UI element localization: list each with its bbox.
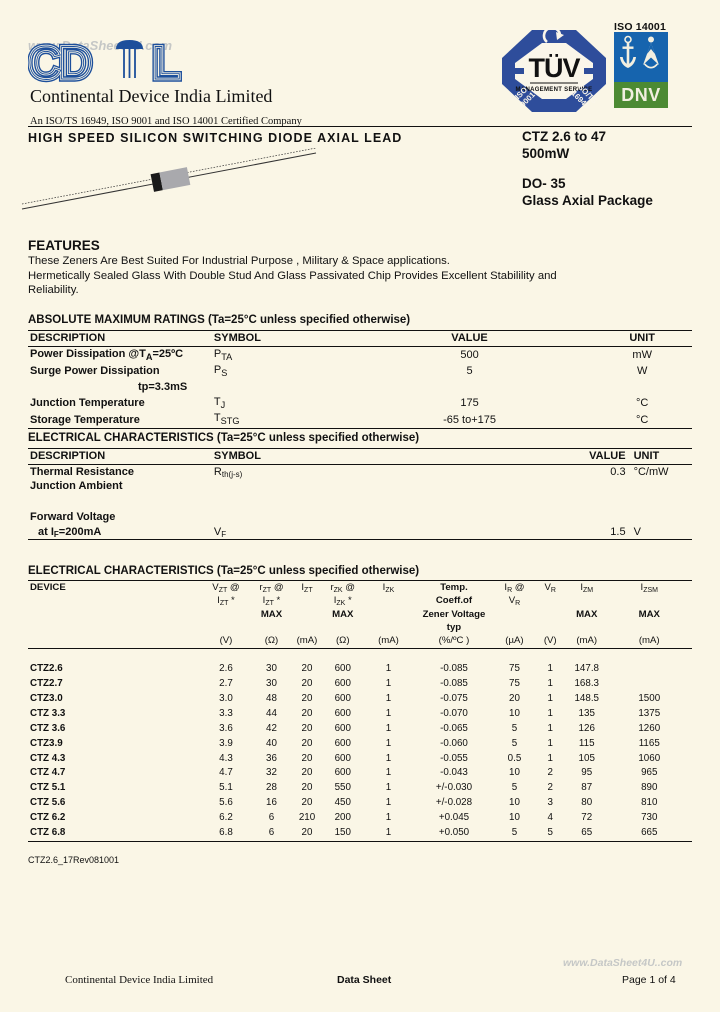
svg-text:TÜV: TÜV: [529, 53, 581, 83]
svg-text:L: L: [152, 40, 181, 88]
svg-text:CD: CD: [28, 40, 90, 88]
